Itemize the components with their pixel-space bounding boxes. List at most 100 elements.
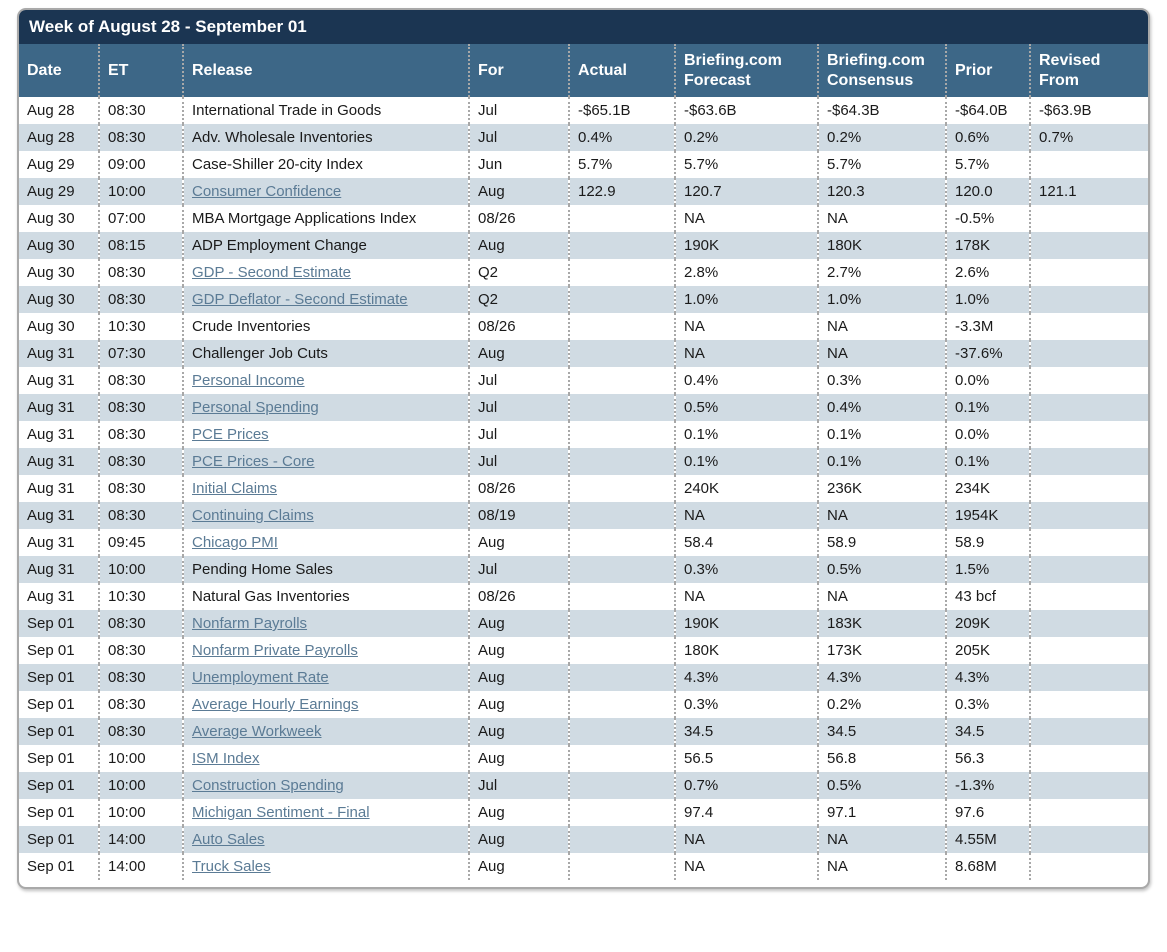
release-link[interactable]: Average Workweek bbox=[192, 723, 322, 740]
cell-prior: 5.7% bbox=[945, 151, 1030, 178]
release-link[interactable]: Construction Spending bbox=[192, 777, 344, 794]
col-header-revised-from: Revised From bbox=[1029, 44, 1148, 97]
cell-prior: -$64.0B bbox=[945, 97, 1030, 124]
release-link[interactable]: Continuing Claims bbox=[192, 507, 314, 524]
cell-actual bbox=[568, 394, 675, 421]
cell-actual bbox=[568, 529, 675, 556]
week-title-bar: Week of August 28 - September 01 bbox=[19, 10, 1148, 44]
release-link[interactable]: Personal Spending bbox=[192, 399, 319, 416]
cell-revised-from bbox=[1029, 475, 1148, 502]
cell-prior: -1.3% bbox=[945, 772, 1030, 799]
table-row: Sep 01 10:00 ISM Index Aug 56.5 56.8 56.3 bbox=[19, 745, 1148, 772]
cell-actual bbox=[568, 745, 675, 772]
release-link[interactable]: PCE Prices bbox=[192, 426, 269, 443]
cell-date: Aug 31 bbox=[27, 480, 75, 497]
cell-for: Jul bbox=[468, 556, 569, 583]
cell-for: Q2 bbox=[468, 286, 569, 313]
cell-et: 08:30 bbox=[98, 502, 183, 529]
cell-forecast: NA bbox=[674, 205, 818, 232]
cell-prior: 8.68M bbox=[945, 853, 1030, 880]
cell-actual bbox=[568, 367, 675, 394]
cell-revised-from: -$63.9B bbox=[1029, 97, 1148, 124]
cell-prior: 0.6% bbox=[945, 124, 1030, 151]
cell-date: Aug 31 bbox=[27, 345, 75, 362]
table-row: Aug 31 07:30 Challenger Job Cuts Aug NA NA -37… bbox=[19, 340, 1148, 367]
release-link[interactable]: Auto Sales bbox=[192, 831, 265, 848]
release-link[interactable]: Unemployment Rate bbox=[192, 669, 329, 686]
cell-date: Aug 29 bbox=[27, 156, 75, 173]
cell-for: Aug bbox=[468, 529, 569, 556]
cell-forecast: NA bbox=[674, 340, 818, 367]
cell-prior: 58.9 bbox=[945, 529, 1030, 556]
cell-release: PCE Prices bbox=[182, 421, 469, 448]
cell-prior: 34.5 bbox=[945, 718, 1030, 745]
cell-for: Aug bbox=[468, 853, 569, 880]
cell-release: Continuing Claims bbox=[182, 502, 469, 529]
cell-revised-from bbox=[1029, 502, 1148, 529]
cell-consensus: NA bbox=[817, 502, 946, 529]
cell-release: Auto Sales bbox=[182, 826, 469, 853]
release-link[interactable]: Truck Sales bbox=[192, 858, 271, 875]
release-link[interactable]: Initial Claims bbox=[192, 480, 278, 497]
cell-actual bbox=[568, 583, 675, 610]
cell-revised-from bbox=[1029, 286, 1148, 313]
cell-revised-from bbox=[1029, 232, 1148, 259]
cell-forecast: 0.1% bbox=[674, 448, 818, 475]
cell-forecast: 58.4 bbox=[674, 529, 818, 556]
cell-prior: 0.3% bbox=[945, 691, 1030, 718]
table-row: Aug 31 08:30 Continuing Claims 08/19 NA NA 195… bbox=[19, 502, 1148, 529]
cell-consensus: NA bbox=[817, 583, 946, 610]
cell-forecast: NA bbox=[674, 583, 818, 610]
cell-for: Aug bbox=[468, 610, 569, 637]
cell-forecast: 2.8% bbox=[674, 259, 818, 286]
cell-revised-from bbox=[1029, 718, 1148, 745]
cell-revised-from bbox=[1029, 259, 1148, 286]
cell-for: 08/26 bbox=[468, 313, 569, 340]
table-row: Sep 01 10:00 Michigan Sentiment - Final Aug… bbox=[19, 799, 1148, 826]
cell-forecast: 56.5 bbox=[674, 745, 818, 772]
calendar-table-body: Aug 28 08:30 International Trade in Goods J… bbox=[19, 97, 1148, 880]
cell-release: Natural Gas Inventories bbox=[182, 583, 469, 610]
cell-forecast: 240K bbox=[674, 475, 818, 502]
release-link[interactable]: Michigan Sentiment - Final bbox=[192, 804, 370, 821]
cell-et: 09:00 bbox=[98, 151, 183, 178]
release-link[interactable]: Nonfarm Payrolls bbox=[192, 615, 308, 632]
cell-forecast: 0.7% bbox=[674, 772, 818, 799]
release-link[interactable]: GDP - Second Estimate bbox=[192, 264, 351, 281]
cell-forecast: 5.7% bbox=[674, 151, 818, 178]
cell-et: 08:30 bbox=[98, 610, 183, 637]
release-link[interactable]: Nonfarm Private Payrolls bbox=[192, 642, 358, 659]
cell-revised-from bbox=[1029, 529, 1148, 556]
cell-et: 08:30 bbox=[98, 718, 183, 745]
release-link[interactable]: Personal Income bbox=[192, 372, 305, 389]
week-title: Week of August 28 - September 01 bbox=[29, 17, 307, 36]
release-link[interactable]: Consumer Confidence bbox=[192, 183, 342, 200]
cell-consensus: 0.4% bbox=[817, 394, 946, 421]
cell-date: Aug 31 bbox=[27, 534, 75, 551]
release-link[interactable]: Average Hourly Earnings bbox=[192, 696, 359, 713]
calendar-table: Date ET Release For Actual Briefing.com … bbox=[19, 44, 1148, 880]
release-link[interactable]: ISM Index bbox=[192, 750, 260, 767]
cell-release: Average Workweek bbox=[182, 718, 469, 745]
cell-consensus: NA bbox=[817, 313, 946, 340]
cell-forecast: -$63.6B bbox=[674, 97, 818, 124]
release-link[interactable]: PCE Prices - Core bbox=[192, 453, 315, 470]
release-link[interactable]: Chicago PMI bbox=[192, 534, 278, 551]
col-header-prior: Prior bbox=[945, 44, 1030, 97]
table-row: Sep 01 08:30 Average Hourly Earnings Aug 0.3… bbox=[19, 691, 1148, 718]
table-row: Aug 31 10:00 Pending Home Sales Jul 0.3% 0.5%… bbox=[19, 556, 1148, 583]
cell-forecast: NA bbox=[674, 853, 818, 880]
cell-prior: 2.6% bbox=[945, 259, 1030, 286]
cell-release: Case-Shiller 20-city Index bbox=[182, 151, 469, 178]
release-link[interactable]: GDP Deflator - Second Estimate bbox=[192, 291, 408, 308]
cell-consensus: 58.9 bbox=[817, 529, 946, 556]
cell-consensus: 0.1% bbox=[817, 421, 946, 448]
cell-et: 08:30 bbox=[98, 124, 183, 151]
cell-forecast: 0.2% bbox=[674, 124, 818, 151]
cell-prior: 1954K bbox=[945, 502, 1030, 529]
cell-revised-from bbox=[1029, 772, 1148, 799]
cell-prior: 0.1% bbox=[945, 394, 1030, 421]
cell-for: Jul bbox=[468, 367, 569, 394]
table-row: Sep 01 08:30 Average Workweek Aug 34.5 34.5 34… bbox=[19, 718, 1148, 745]
cell-actual bbox=[568, 718, 675, 745]
